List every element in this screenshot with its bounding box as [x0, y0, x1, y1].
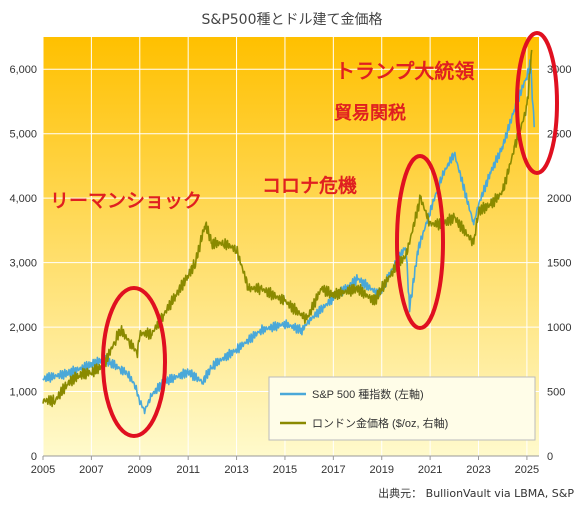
series-layer — [42, 49, 535, 415]
source-note: 出典元： BullionVault via LBMA, S&P — [378, 487, 574, 500]
highlight-2020 — [395, 154, 445, 330]
legend-label-gold: ロンドン金価格 ($/oz, 右軸) — [312, 416, 448, 430]
axes: 0 1,000 2,000 3,000 4,000 5,000 6,000 0 500 1000 1… — [9, 64, 571, 476]
x-tick-label: 2023 — [466, 464, 490, 476]
legend-label-sp500: S&P 500 種指数 (左軸) — [312, 387, 424, 401]
y-left-tick-label: 4,000 — [9, 193, 37, 205]
y-left-tick-label: 5,000 — [9, 129, 37, 141]
annotation-lehman: リーマンショック — [50, 190, 202, 212]
x-tick-label: 2013 — [224, 464, 248, 476]
highlight-2008 — [101, 286, 167, 438]
y-right-tick-label: 0 — [547, 451, 553, 463]
x-tick-label: 2015 — [273, 464, 297, 476]
x-tick-label: 2007 — [79, 464, 103, 476]
y-left-tick-label: 6,000 — [9, 64, 37, 76]
x-tick-label: 2019 — [369, 464, 393, 476]
y-left-tick-label: 3,000 — [9, 258, 37, 270]
x-tick-label: 2021 — [418, 464, 442, 476]
y-left-tick-label: 1,000 — [9, 387, 37, 399]
y-right-tick-label: 1000 — [547, 322, 571, 334]
x-tick-label: 2025 — [515, 464, 539, 476]
annotation-corona: コロナ危機 — [262, 174, 357, 197]
y-right-tick-label: 500 — [547, 387, 565, 399]
y-right-tick-label: 2500 — [547, 129, 571, 141]
y-left-tick-label: 2,000 — [9, 322, 37, 334]
x-tick-label: 2005 — [31, 464, 55, 476]
y-right-tick-label: 2000 — [547, 193, 571, 205]
y-right-tick-label: 1500 — [547, 258, 571, 270]
annotation-tariff: 貿易関税 — [334, 102, 406, 124]
x-tick-label: 2009 — [128, 464, 152, 476]
annotation-trump: トランプ大統領 — [335, 59, 475, 83]
legend: S&P 500 種指数 (左軸) ロンドン金価格 ($/oz, 右軸) — [268, 376, 536, 441]
highlight-circles — [101, 31, 559, 438]
series-line-gold — [42, 49, 533, 408]
x-tick-label: 2017 — [321, 464, 345, 476]
x-tick-label: 2011 — [176, 464, 200, 476]
highlight-2025 — [515, 31, 559, 175]
y-left-tick-label: 0 — [31, 451, 37, 463]
series-line-sp500 — [42, 59, 535, 415]
y-right-tick-label: 3000 — [547, 64, 571, 76]
chart-title: S&P500種とドル建て金価格 — [202, 12, 383, 28]
